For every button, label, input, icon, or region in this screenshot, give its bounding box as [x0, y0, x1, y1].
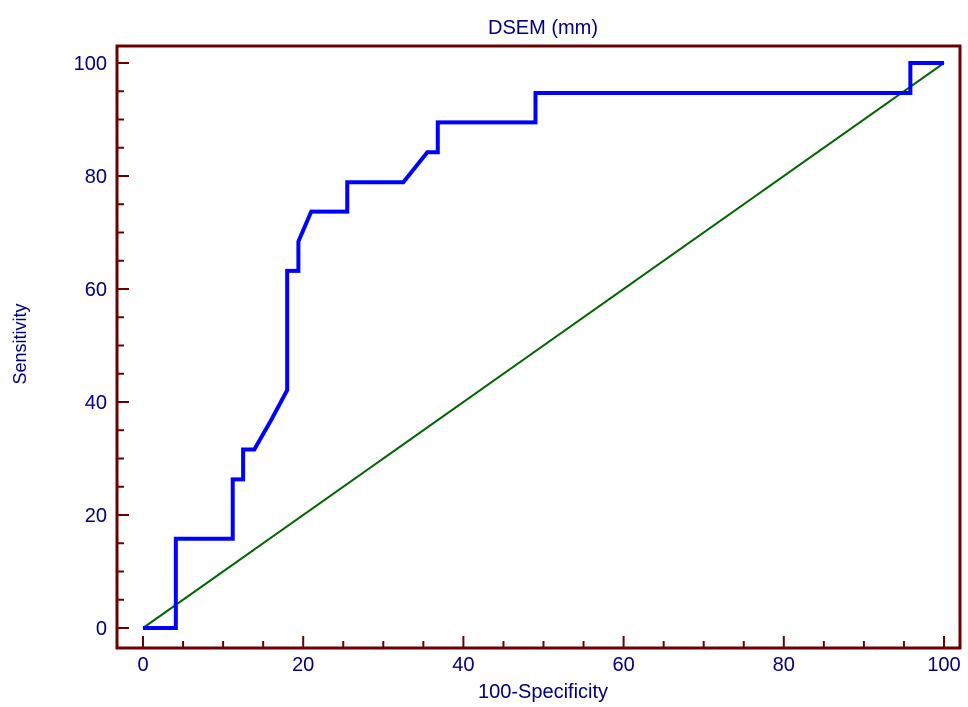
- y-tick-label: 60: [85, 279, 107, 301]
- y-tick-label: 40: [85, 392, 107, 414]
- y-axis-label: Sensitivity: [10, 303, 30, 384]
- y-tick-label: 0: [96, 618, 107, 640]
- y-tick-label: 80: [85, 166, 107, 188]
- x-axis-label: 100-Specificity: [478, 681, 608, 703]
- chart-title: DSEM (mm): [488, 17, 598, 39]
- y-tick-label: 20: [85, 505, 107, 527]
- y-tick-label: 100: [74, 53, 107, 75]
- x-tick-label: 20: [292, 654, 314, 676]
- plot-frame: [115, 44, 962, 650]
- series-layer: [142, 61, 945, 630]
- roc-curve-line: [143, 61, 944, 630]
- x-tick-label: 80: [773, 654, 795, 676]
- x-tick-label: 40: [452, 654, 474, 676]
- x-tick-label: 100: [927, 654, 960, 676]
- axis-ticks: 0 20 40 60 80 100 0 20 40 60 80 100: [74, 53, 961, 676]
- x-tick-label: 0: [137, 654, 148, 676]
- reference-diagonal-line: [142, 62, 945, 629]
- x-tick-label: 60: [612, 654, 634, 676]
